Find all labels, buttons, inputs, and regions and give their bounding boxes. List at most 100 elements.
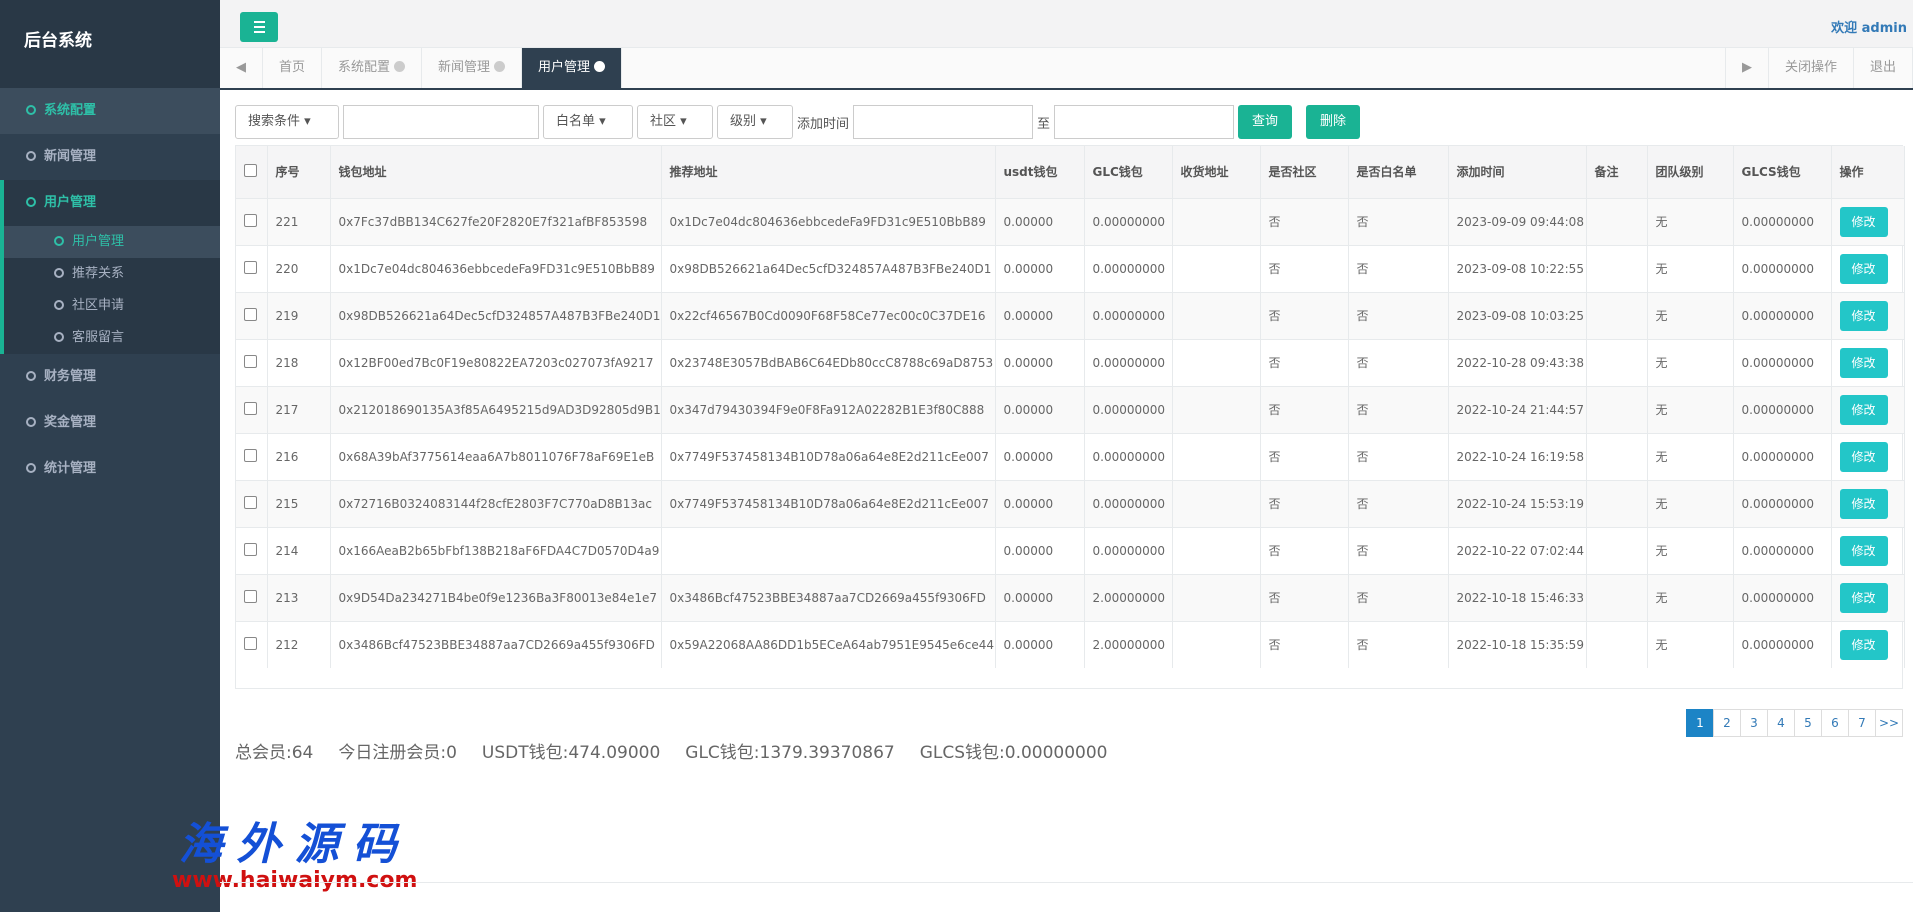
- menu-toggle[interactable]: [240, 12, 278, 42]
- tab[interactable]: 用户管理: [522, 48, 623, 88]
- spacer: [622, 48, 1725, 88]
- cell: [236, 479, 268, 527]
- edit-button[interactable]: 修改: [1839, 206, 1888, 237]
- page-link[interactable]: 6: [1821, 709, 1849, 737]
- label: 否: [1268, 356, 1281, 370]
- menu-item[interactable]: 奖金管理: [0, 400, 220, 446]
- select-all[interactable]: [244, 163, 257, 177]
- row-checkbox[interactable]: [244, 213, 257, 227]
- select[interactable]: 白名单 ▾: [543, 105, 633, 139]
- submenu-item[interactable]: 用户管理: [4, 226, 220, 258]
- edit-button[interactable]: 修改: [1839, 347, 1888, 378]
- row-checkbox[interactable]: [244, 307, 257, 321]
- row-checkbox[interactable]: [244, 401, 257, 415]
- cell: 0x22cf46567B0Cd0090F68F58Ce77ec00c0C37DE…: [661, 291, 996, 339]
- cell: [1586, 573, 1648, 621]
- edit-button[interactable]: 修改: [1839, 582, 1888, 613]
- menu-item[interactable]: 新闻管理: [0, 134, 220, 180]
- label: 220: [275, 261, 299, 276]
- label: 0.00000: [1003, 261, 1054, 276]
- table-row: 218 0x12BF00ed7Bc0F19e80822EA7203c027073f…: [236, 338, 1905, 386]
- tab[interactable]: 系统配置: [322, 48, 423, 88]
- cell: 0x12BF00ed7Bc0F19e80822EA7203c027073fA92…: [330, 338, 662, 386]
- edit-button[interactable]: 修改: [1839, 535, 1888, 566]
- page-link[interactable]: 2: [1713, 709, 1741, 737]
- menu-item[interactable]: 用户管理: [0, 180, 220, 226]
- label: 0x23748E3057BdBAB6C64EDb80ccC8788c69aD87…: [669, 355, 994, 370]
- date-end[interactable]: [1054, 105, 1235, 139]
- row-checkbox[interactable]: [244, 495, 257, 509]
- edit-button[interactable]: 修改: [1839, 441, 1888, 472]
- cell: 2022-10-28 09:43:38: [1448, 338, 1587, 386]
- cell: 0x98DB526621a64Dec5cfD324857A487B3FBe240…: [330, 291, 662, 339]
- cell: 修改: [1831, 385, 1905, 433]
- logout[interactable]: 退出: [1854, 48, 1913, 88]
- page-link[interactable]: 1: [1686, 709, 1714, 737]
- cell: 212: [267, 620, 331, 668]
- page-link[interactable]: 3: [1740, 709, 1768, 737]
- label: 0x7749F537458134B10D78a06a64e8E2d211cEe0…: [669, 496, 989, 511]
- edit-button[interactable]: 修改: [1839, 488, 1888, 519]
- submenu: 用户管理 推荐关系 社区申请 客服留言: [0, 226, 220, 354]
- tab-close[interactable]: [394, 61, 406, 72]
- cell: 0.00000000: [1733, 479, 1832, 527]
- page-link[interactable]: 7: [1848, 709, 1876, 737]
- edit-button[interactable]: 修改: [1839, 394, 1888, 425]
- tab[interactable]: 首页: [263, 48, 323, 88]
- row-checkbox[interactable]: [244, 260, 257, 274]
- submenu-icon: [54, 236, 64, 246]
- row-checkbox[interactable]: [244, 354, 257, 368]
- cell: [1586, 197, 1648, 245]
- menu-item[interactable]: 系统配置: [0, 88, 220, 134]
- delete-button[interactable]: 删除: [1306, 105, 1361, 139]
- search-input[interactable]: [343, 105, 539, 139]
- tab-close[interactable]: [494, 61, 506, 72]
- edit-button[interactable]: 修改: [1839, 629, 1888, 660]
- label: 0x212018690135A3f85A6495215d9AD3D92805d9…: [338, 402, 661, 417]
- label: 0.00000000: [1741, 543, 1815, 558]
- row-checkbox[interactable]: [244, 542, 257, 556]
- label: 2022-10-22 07:02:44: [1456, 543, 1584, 558]
- watermark: 海外源码 www.haiwaiym.com: [172, 808, 417, 893]
- cell: 0.00000: [995, 338, 1085, 386]
- welcome-menu[interactable]: 欢迎 admin: [1831, 21, 1907, 36]
- tab-next[interactable]: ▶: [1724, 48, 1769, 88]
- submenu-icon: [54, 300, 64, 310]
- label: 0.00000000: [1092, 355, 1166, 370]
- cell: 2022-10-18 15:35:59: [1448, 620, 1587, 668]
- edit-button[interactable]: 修改: [1839, 300, 1888, 331]
- cell: 0.00000000: [1733, 573, 1832, 621]
- tab[interactable]: 新闻管理: [422, 48, 523, 88]
- row-checkbox[interactable]: [244, 589, 257, 603]
- menu-item[interactable]: 财务管理: [0, 354, 220, 400]
- row-checkbox[interactable]: [244, 636, 257, 650]
- cell: 0x1Dc7e04dc804636ebbcedeFa9FD31c9E510BbB…: [661, 197, 996, 245]
- cell: 0x7Fc37dBB134C627fe20F2820E7f321afBF8535…: [330, 197, 662, 245]
- cell: 2022-10-24 16:19:58: [1448, 432, 1587, 480]
- submenu-item[interactable]: 社区申请: [4, 290, 220, 322]
- cell: 0x166AeaB2b65bFbf138B218aF6FDA4C7D0570D4…: [330, 526, 662, 574]
- row-checkbox[interactable]: [244, 448, 257, 462]
- label: 0x22cf46567B0Cd0090F68F58Ce77ec00c0C37DE…: [669, 308, 986, 323]
- submenu-item[interactable]: 推荐关系: [4, 258, 220, 290]
- page-link[interactable]: 5: [1794, 709, 1822, 737]
- label: 0.00000000: [1092, 402, 1166, 417]
- cell: 修改: [1831, 620, 1905, 668]
- date-start[interactable]: [853, 105, 1034, 139]
- select[interactable]: 级别 ▾: [717, 105, 793, 139]
- summary-item: 今日注册会员:0: [338, 743, 457, 763]
- query-button[interactable]: 查询: [1238, 105, 1293, 139]
- edit-button[interactable]: 修改: [1839, 253, 1888, 284]
- page-link[interactable]: >>: [1875, 709, 1903, 737]
- page-link[interactable]: 4: [1767, 709, 1795, 737]
- close-operations[interactable]: 关闭操作: [1769, 48, 1854, 88]
- select[interactable]: 搜索条件 ▾: [235, 105, 339, 139]
- cell: 否: [1348, 573, 1449, 621]
- cell: 否: [1260, 244, 1349, 292]
- cell: 0x7749F537458134B10D78a06a64e8E2d211cEe0…: [661, 432, 996, 480]
- menu-item[interactable]: 统计管理: [0, 446, 220, 492]
- tab-prev[interactable]: ◀: [220, 48, 263, 88]
- select[interactable]: 社区 ▾: [637, 105, 713, 139]
- submenu-item[interactable]: 客服留言: [4, 322, 220, 354]
- tab-close[interactable]: [594, 61, 606, 72]
